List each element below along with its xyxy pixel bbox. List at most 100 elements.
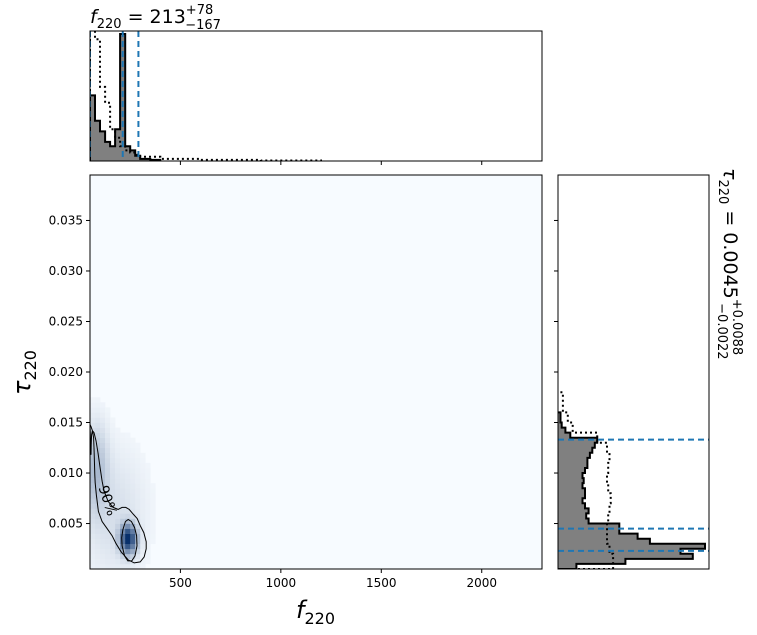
heatmap-cell: [135, 543, 141, 550]
heatmap-cell: [135, 462, 141, 469]
heatmap-cell: [115, 533, 121, 539]
heatmap-cell: [120, 457, 126, 464]
y-tick-label: 0.030: [49, 264, 83, 278]
heatmap-cell: [115, 473, 121, 479]
heatmap-cell: [95, 523, 101, 529]
heatmap-cell: [125, 543, 131, 550]
heatmap-cell: [110, 538, 116, 545]
heatmap-cell: [90, 563, 96, 569]
heatmap-cell: [115, 498, 121, 504]
heatmap-cell: [130, 452, 136, 459]
heatmap-cell: [100, 523, 106, 529]
heatmap-cell: [100, 563, 106, 569]
contour-50: [121, 518, 138, 562]
heatmap-cell: [90, 488, 96, 494]
heatmap-cell: [135, 498, 141, 504]
heatmap-cell: [120, 437, 126, 444]
heatmap-cell: [135, 493, 141, 499]
heatmap-cell: [125, 498, 131, 504]
heatmap-cell: [130, 498, 136, 504]
heatmap-cell: [100, 498, 106, 504]
heatmap-cell: [100, 503, 106, 509]
heatmap-cell: [115, 452, 121, 459]
x-axis-label-subscript: 220: [304, 609, 335, 628]
heatmap-cell: [100, 457, 106, 464]
heatmap-cell: [115, 518, 121, 524]
heatmap-cell: [105, 473, 111, 479]
heatmap-cell: [105, 447, 111, 454]
heatmap-cell: [105, 483, 111, 489]
heatmap-cell: [130, 523, 136, 529]
heatmap-cell: [120, 483, 126, 489]
heatmap-cell: [125, 533, 131, 539]
heatmap-cell: [145, 488, 151, 494]
heatmap-cell: [135, 558, 141, 565]
heatmap-cell: [125, 518, 131, 524]
heatmap-cell: [130, 508, 136, 514]
contour-90: [90, 424, 147, 564]
heatmap-cell: [150, 488, 156, 494]
marginal-f220-title: f220 = 213+78 −167: [90, 3, 221, 33]
heatmap-cell: [90, 407, 96, 413]
heatmap-cell: [125, 548, 131, 555]
heatmap-cell: [90, 543, 96, 550]
heatmap-cell: [95, 457, 101, 464]
heatmap-cell: [90, 457, 96, 464]
heatmap-cell: [110, 437, 116, 444]
y-tick-label: 0.025: [49, 314, 83, 328]
heatmap-cell: [110, 462, 116, 469]
heatmap-cell: [145, 473, 151, 479]
heatmap-cell: [125, 503, 131, 509]
heatmap-cell: [95, 417, 101, 423]
heatmap-cell: [140, 483, 146, 489]
heatmap-cell: [95, 407, 101, 413]
heatmap-cell: [90, 523, 96, 529]
heatmap-cell: [110, 493, 116, 499]
heatmap-cell: [105, 553, 111, 560]
heatmap-cell: [130, 548, 136, 555]
f220-posterior-histogram: [90, 33, 162, 161]
heatmap-cell: [115, 442, 121, 449]
heatmap-cell: [135, 442, 141, 449]
heatmap-cell: [105, 478, 111, 484]
heatmap-cell: [110, 548, 116, 555]
heatmap-cell: [95, 437, 101, 444]
heatmap-cell: [110, 558, 116, 565]
heatmap-cell: [95, 493, 101, 499]
heatmap-cell: [140, 478, 146, 484]
heatmap-cell: [100, 417, 106, 423]
heatmap-cell: [90, 503, 96, 509]
heatmap-cell: [90, 412, 96, 418]
heatmap-cell: [105, 437, 111, 444]
heatmap-cell: [105, 462, 111, 469]
heatmap-cell: [130, 513, 136, 519]
heatmap-cell: [115, 538, 121, 545]
heatmap-cell: [140, 498, 146, 504]
heatmap-cell: [120, 498, 126, 504]
heatmap-cell: [90, 513, 96, 519]
heatmap-cell: [125, 493, 131, 499]
heatmap-cell: [135, 553, 141, 560]
heatmap-cell: [115, 563, 121, 569]
heatmap-cell: [140, 473, 146, 479]
heatmap-cell: [95, 533, 101, 539]
heatmap-cell: [140, 457, 146, 464]
heatmap-cell: [125, 523, 131, 529]
heatmap-cell: [110, 553, 116, 560]
heatmap-cell: [135, 478, 141, 484]
heatmap-cell: [90, 528, 96, 534]
heatmap-cell: [140, 553, 146, 560]
heatmap-cell: [100, 488, 106, 494]
heatmap-cell: [90, 417, 96, 423]
heatmap-cell: [115, 478, 121, 484]
heatmap-cell: [120, 513, 126, 519]
heatmap-cell: [95, 452, 101, 459]
heatmap-cell: [145, 523, 151, 529]
heatmap-cell: [125, 553, 131, 560]
x-tick-label: 1500: [366, 576, 397, 590]
title-f-value: = 213: [122, 6, 186, 28]
heatmap-cell: [125, 452, 131, 459]
heatmap-cell: [95, 528, 101, 534]
heatmap-cell: [90, 508, 96, 514]
heatmap-cell: [125, 483, 131, 489]
